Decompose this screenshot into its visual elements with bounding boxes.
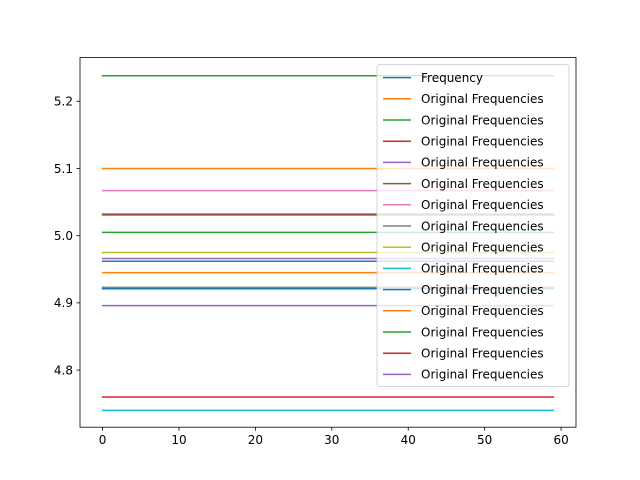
legend-label-9: Original Frequencies <box>421 262 544 276</box>
x-tick-label: 50 <box>477 433 492 447</box>
legend-label-0: Frequency <box>421 71 483 85</box>
x-tick-label: 10 <box>171 433 186 447</box>
legend-label-14: Original Frequencies <box>421 368 544 382</box>
x-tick-label: 20 <box>248 433 263 447</box>
x-tick-label: 30 <box>324 433 339 447</box>
legend-label-7: Original Frequencies <box>421 219 544 233</box>
legend-label-13: Original Frequencies <box>421 347 544 361</box>
y-tick-label: 5.1 <box>54 162 73 176</box>
legend-label-6: Original Frequencies <box>421 198 544 212</box>
legend-label-10: Original Frequencies <box>421 283 544 297</box>
legend-label-11: Original Frequencies <box>421 304 544 318</box>
legend-label-8: Original Frequencies <box>421 241 544 255</box>
y-tick-label: 4.9 <box>54 296 73 310</box>
legend-label-12: Original Frequencies <box>421 325 544 339</box>
legend-label-1: Original Frequencies <box>421 92 544 106</box>
legend-label-5: Original Frequencies <box>421 177 544 191</box>
y-tick-label: 5.0 <box>54 229 73 243</box>
x-tick-label: 40 <box>401 433 416 447</box>
y-axis: 4.8 4.9 5.0 5.1 5.2 <box>54 95 80 377</box>
y-tick-label: 5.2 <box>54 95 73 109</box>
legend: Frequency Original Frequencies Original Fr… <box>376 64 570 387</box>
legend-box <box>376 64 570 387</box>
x-axis: 0 10 20 30 40 50 60 <box>99 427 569 447</box>
legend-label-4: Original Frequencies <box>421 156 544 170</box>
x-tick-label: 0 <box>99 433 107 447</box>
legend-label-2: Original Frequencies <box>421 113 544 127</box>
legend-label-3: Original Frequencies <box>421 135 544 149</box>
x-tick-label: 60 <box>553 433 568 447</box>
y-tick-label: 4.8 <box>54 363 73 377</box>
plot-frame <box>79 57 577 428</box>
